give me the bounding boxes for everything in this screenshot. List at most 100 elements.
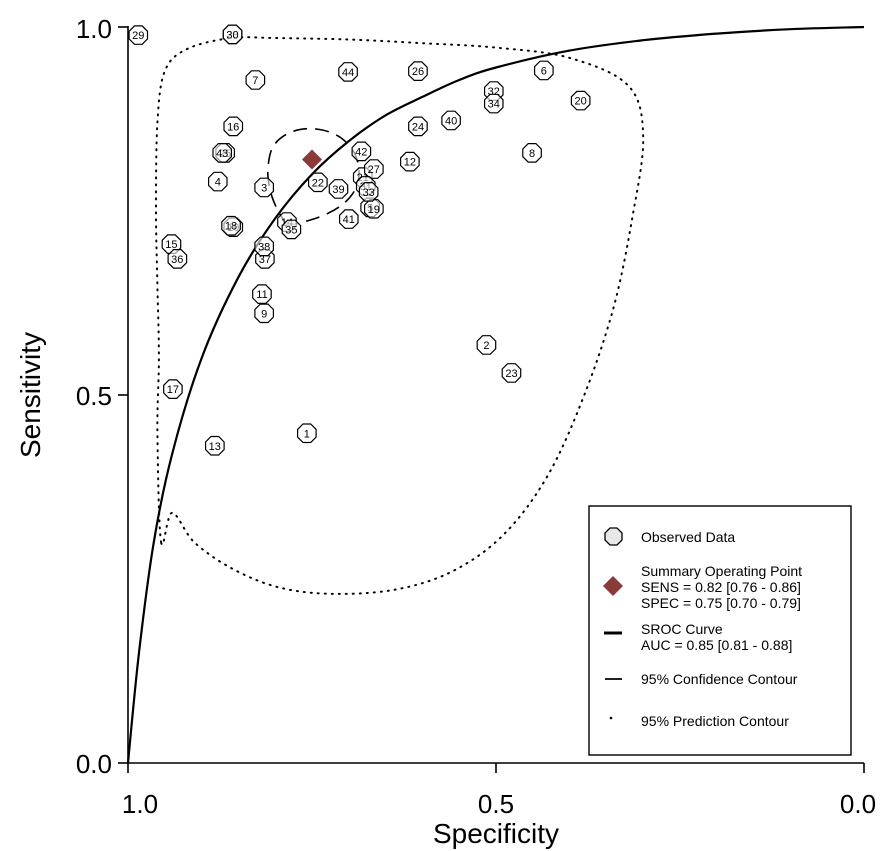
observed-point-label: 19 [368,204,380,216]
legend-box [588,505,852,756]
x-tick-label-1: 1.0 [122,789,158,819]
observed-marker [212,143,232,163]
observed-marker [163,379,183,399]
legend-item-confidence: 95% Confidence Contour [605,671,798,687]
observed-point-20: 20 [570,90,591,111]
observed-marker [476,335,497,355]
observed-marker [223,116,244,137]
observed-point-label: 35 [285,224,297,236]
observed-marker [501,363,522,383]
observed-point-label: 30 [226,29,238,41]
observed-point-label: 44 [342,67,354,79]
legend-summary-spec: SPEC = 0.75 [0.70 - 0.79] [641,595,801,611]
observed-marker [128,25,149,45]
observed-point-label: 41 [343,214,355,226]
observed-marker [441,110,461,131]
observed-marker [281,219,302,240]
observed-point-38: 38 [254,236,274,257]
legend-summary-sens: SENS = 0.82 [0.76 - 0.86] [641,579,801,595]
observed-point-label: 27 [368,164,380,176]
observed-marker [338,62,358,82]
observed-point-label: 13 [209,441,221,453]
observed-point-label: 43 [216,148,228,160]
observed-point-24: 24 [408,116,428,137]
legend-octagon-icon [604,527,623,546]
observed-point-36: 36 [167,249,188,269]
observed-point-label: 40 [445,116,457,128]
observed-point-label: 38 [258,241,270,253]
observed-point-30: 30 [222,24,243,45]
sroc-curve [126,25,865,764]
observed-point-12: 12 [400,151,420,172]
observed-point-42: 42 [351,141,372,162]
observed-point-34: 34 [484,93,504,114]
observed-marker [222,24,243,45]
legend-item-observed: Observed Data [604,527,735,546]
legend-diamond-icon [603,576,623,596]
observed-point-43: 43 [212,143,232,163]
observed-point-label: 34 [488,99,500,111]
observed-point-label: 3 [261,182,267,194]
legend-sroc-auc: AUC = 0.85 [0.81 - 0.88] [641,637,792,653]
observed-point-label: 7 [252,75,258,87]
observed-point-label: 4 [215,177,221,189]
observed-marker [484,93,504,114]
observed-marker [308,172,328,193]
observed-marker [533,60,554,81]
observed-point-22: 22 [308,172,328,193]
observed-point-2: 2 [476,335,497,355]
observed-marker [364,199,384,219]
observed-marker [570,90,591,111]
observed-point-label: 16 [227,121,239,133]
observed-point-13: 13 [205,435,225,456]
observed-marker [358,182,379,202]
observed-point-label: 23 [505,368,517,380]
legend-confidence-label: 95% Confidence Contour [641,671,798,687]
x-axis-title: Specificity [433,818,559,849]
observed-marker [297,423,317,444]
observed-point-label: 26 [412,66,424,78]
legend-prediction-label: 95% Prediction Contour [641,713,789,729]
observed-point-label: 20 [574,96,586,108]
observed-point-17: 17 [163,379,183,399]
observed-point-44: 44 [338,62,358,82]
x-tick-label-05: 0.5 [478,789,514,819]
observed-point-label: 15 [165,239,177,251]
observed-point-39: 39 [328,179,349,199]
observed-marker [254,177,274,198]
observed-point-23: 23 [501,363,522,383]
observed-point-label: 36 [171,254,183,266]
observed-point-4: 4 [208,171,228,192]
observed-point-29: 29 [128,25,149,45]
observed-points: 1234567891011121314151617181920212223242… [128,24,591,456]
observed-marker [245,70,266,90]
observed-point-label: 39 [332,184,344,196]
y-tick-label-1: 1.0 [76,14,112,44]
legend-sroc-title: SROC Curve [641,621,723,637]
observed-point-27: 27 [364,159,384,179]
observed-marker [408,116,428,137]
observed-marker [364,159,384,179]
observed-point-9: 9 [254,303,274,324]
legend-item-prediction: 95% Prediction Contour [609,713,789,729]
legend: Observed Data Summary Operating Point SE… [588,505,852,756]
x-tick-label-0: 0.0 [840,789,876,819]
observed-point-18: 18 [221,215,241,236]
observed-point-label: 17 [167,384,179,396]
observed-point-label: 1 [304,428,310,440]
observed-point-3: 3 [254,177,274,198]
observed-marker [522,143,542,163]
observed-marker [221,215,241,236]
observed-point-19: 19 [364,199,384,219]
observed-point-8: 8 [522,143,542,163]
observed-marker [351,141,372,162]
observed-point-label: 9 [261,308,267,320]
observed-point-label: 2 [483,340,489,352]
observed-point-40: 40 [441,110,461,131]
observed-point-label: 6 [541,65,547,77]
legend-observed-label: Observed Data [641,529,735,545]
observed-point-33: 33 [358,182,379,202]
observed-marker [254,236,274,257]
observed-marker [339,209,359,229]
